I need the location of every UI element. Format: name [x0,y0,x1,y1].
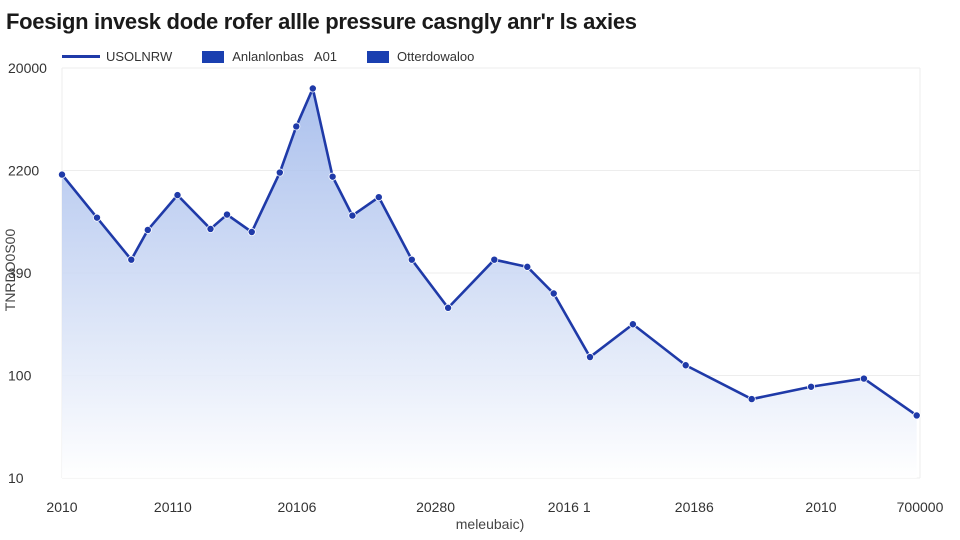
data-point [127,255,136,264]
chart-legend: USOLNRW Anlanlonbas A01 Otterdowaloo [62,49,504,64]
legend-label: Anlanlonbas A01 [232,49,338,64]
legend-label: Otterdowaloo [397,49,475,64]
x-axis-label: meleubaic) [455,516,525,532]
data-point [490,255,499,264]
data-point [586,353,595,362]
legend-item-third[interactable]: Otterdowaloo [367,49,474,64]
legend-label: USOLNRW [106,49,173,64]
y-tick-label: 100 [8,368,32,384]
data-point [275,168,284,177]
legend-line-marker [62,55,100,58]
chart-title: Foesign invesk dode rofer allle pressure… [6,9,637,34]
legend-item-second[interactable]: Anlanlonbas A01 [202,49,337,64]
x-tick-label: 2016 1 [548,499,591,515]
data-point [807,382,816,391]
series-line [60,87,918,417]
data-point [292,122,301,131]
data-point [747,395,756,404]
x-tick-label: 20110 [154,499,192,515]
series-area [62,88,917,478]
data-point [143,225,152,234]
data-point [859,374,868,383]
data-point [206,224,215,233]
legend-item-usd-krw[interactable]: USOLNRW [62,49,172,64]
x-tick-label: 700000 [897,499,944,515]
data-point [247,227,256,236]
x-tick-label: 20280 [416,499,455,515]
data-point [444,303,453,312]
y-tick-label: 20000 [8,60,47,76]
y-tick-label: 10 [8,470,24,486]
legend-box-marker [202,50,225,63]
x-tick-label: 20106 [277,499,316,515]
x-tick-label: 20186 [675,499,714,515]
data-point [328,172,337,181]
legend-box-marker [367,50,390,63]
y-tick-label: 390 [8,265,32,281]
data-point [92,213,101,222]
y-tick-label: 2200 [8,163,39,179]
x-tick-label: 2010 [46,499,77,515]
data-point [628,320,637,329]
x-tick-label: 2010 [805,499,836,515]
data-point [348,211,357,220]
data-point [173,191,182,200]
data-point [374,193,383,202]
data-point [523,262,532,271]
data-point [407,255,416,264]
data-point [681,361,690,370]
data-point [58,170,67,179]
data-point [549,289,558,298]
data-point [308,84,317,93]
data-point [912,411,921,420]
data-point [222,210,231,219]
